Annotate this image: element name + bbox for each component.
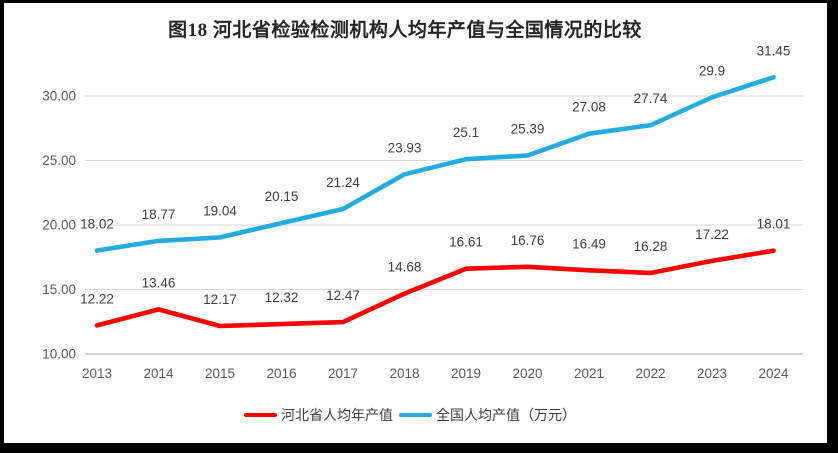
series-line-hebei[interactable]: [94, 248, 776, 329]
x-tick-label: 2020: [512, 366, 542, 381]
y-tick-label: 30.00: [42, 89, 76, 104]
legend-item-hebei[interactable]: 河北省人均年产值: [244, 405, 393, 425]
x-tick-label: 2022: [635, 366, 665, 381]
data-label-hebei: 13.46: [142, 275, 176, 290]
data-label-hebei: 16.76: [511, 233, 545, 248]
data-label-hebei: 16.61: [449, 235, 483, 250]
series-line-national[interactable]: [94, 75, 776, 253]
legend-label-hebei: 河北省人均年产值: [281, 407, 393, 423]
x-tick-label: 2014: [143, 366, 174, 381]
x-tick-label: 2017: [328, 366, 358, 381]
legend-item-national[interactable]: 全国人均产值（万元）: [399, 405, 576, 425]
frame-border-bottom: [0, 443, 838, 453]
legend-label-national: 全国人均产值（万元）: [436, 407, 576, 423]
x-tick-label: 2019: [451, 366, 481, 381]
data-label-national: 19.04: [203, 203, 237, 218]
data-label-hebei: 18.01: [757, 217, 791, 232]
frame-border-right: [827, 0, 838, 453]
y-tick-label: 25.00: [42, 153, 76, 168]
data-label-hebei: 16.28: [634, 239, 668, 254]
x-tick-label: 2018: [389, 366, 419, 381]
y-tick-label: 10.00: [42, 347, 76, 362]
x-tick-label: 2015: [205, 366, 235, 381]
legend-swatch-hebei-icon: [244, 412, 277, 418]
data-label-hebei: 16.49: [572, 236, 606, 251]
data-label-national: 29.9: [699, 63, 725, 78]
x-tick-label: 2023: [697, 366, 727, 381]
frame-border-top: [0, 0, 838, 3]
data-label-national: 18.77: [142, 207, 176, 222]
legend-swatch-national-icon: [399, 412, 432, 418]
data-label-hebei: 12.47: [326, 288, 360, 303]
x-tick-label: 2016: [266, 366, 296, 381]
data-label-hebei: 14.68: [388, 260, 422, 275]
data-label-national: 23.93: [388, 140, 422, 155]
data-label-national: 25.1: [453, 125, 479, 140]
data-label-hebei: 12.32: [265, 290, 299, 305]
x-tick-label: 2021: [574, 366, 604, 381]
data-label-hebei: 12.22: [80, 291, 114, 306]
data-label-national: 31.45: [757, 43, 791, 58]
data-label-national: 25.39: [511, 121, 545, 136]
frame-border-left: [0, 0, 4, 453]
x-tick-label: 2024: [758, 366, 789, 381]
chart-title: 图18 河北省检验检测机构人均年产值与全国情况的比较: [168, 20, 642, 41]
data-label-national: 18.02: [80, 217, 114, 232]
legend: 河北省人均年产值 全国人均产值（万元）: [0, 402, 820, 428]
data-label-national: 21.24: [326, 175, 360, 190]
data-label-hebei: 17.22: [695, 227, 729, 242]
x-tick-label: 2013: [82, 366, 112, 381]
data-label-national: 27.74: [634, 91, 668, 106]
data-label-national: 27.08: [572, 100, 606, 115]
y-tick-label: 15.00: [42, 282, 76, 297]
data-label-national: 20.15: [265, 189, 299, 204]
y-tick-label: 20.00: [42, 218, 76, 233]
data-label-hebei: 12.17: [203, 292, 237, 307]
